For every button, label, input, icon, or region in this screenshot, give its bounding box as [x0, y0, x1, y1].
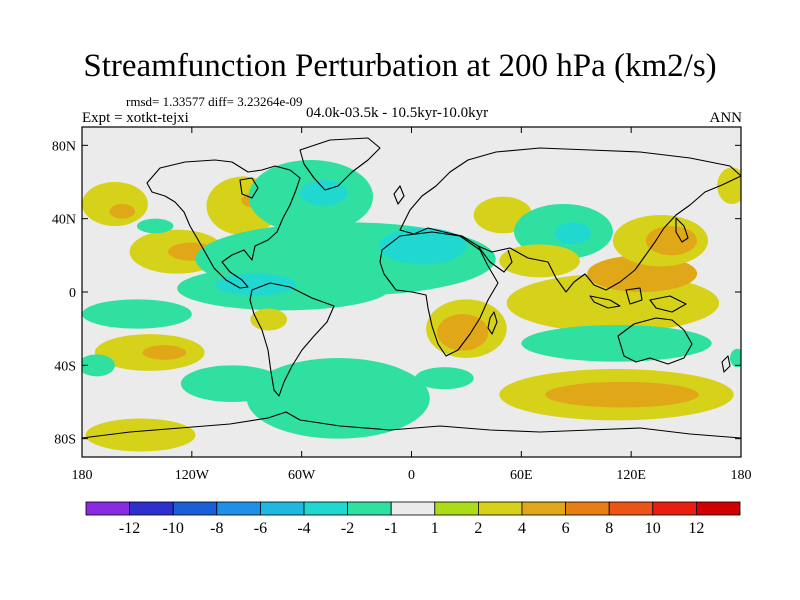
- colorbar-label: -12: [119, 520, 140, 537]
- coastline-madagascar: [487, 311, 498, 335]
- colorbar-label: -1: [385, 520, 398, 537]
- colorbar-swatch-1: [129, 501, 174, 516]
- colorbar-label: 6: [562, 520, 570, 537]
- anomaly-region-35: [717, 167, 741, 204]
- period-label: 04.0k-03.5k - 10.5kyr-10.0kyr: [306, 105, 489, 121]
- anomaly-region-16: [142, 345, 187, 360]
- anomaly-region-1: [109, 204, 136, 219]
- colorbar-label: -2: [341, 520, 354, 537]
- anomaly-region-0: [82, 182, 148, 226]
- coastline-arabia: [477, 245, 513, 273]
- colorbar-swatch-5: [303, 501, 348, 516]
- season-label: ANN: [709, 110, 743, 126]
- anomaly-region-14: [250, 308, 288, 331]
- x-tick-label: 60W: [288, 468, 316, 483]
- y-tick-label: 80S: [54, 433, 76, 448]
- x-tick-label: 120W: [175, 468, 210, 483]
- coastline-new-zealand: [721, 355, 731, 373]
- colorbar-label: 8: [605, 520, 613, 537]
- coastline-antarctica: [82, 411, 741, 439]
- colorbar-label: -6: [254, 520, 267, 537]
- colorbar-swatch-9: [477, 501, 523, 516]
- x-tick-label: 180: [72, 468, 93, 483]
- y-tick-label: 40N: [52, 213, 76, 228]
- colorbar-label: 12: [688, 520, 704, 537]
- colorbar-label: -8: [210, 520, 223, 537]
- colorbar-label: 10: [645, 520, 661, 537]
- anomaly-region-22: [437, 314, 489, 351]
- anomaly-contour-fill: [82, 160, 741, 452]
- colorbar-swatch-6: [347, 501, 392, 516]
- y-tick-label: 80N: [52, 139, 76, 154]
- anomaly-region-13: [82, 299, 192, 329]
- colorbar-swatch-11: [565, 501, 610, 516]
- colorbar-swatch-8: [434, 501, 479, 516]
- colorbar-swatch-10: [521, 501, 566, 516]
- experiment-label: Expt = xotkt-tejxi: [82, 110, 189, 126]
- colorbar-swatch-12: [608, 501, 654, 516]
- colorbar-swatch-3: [216, 501, 261, 516]
- anomaly-region-36: [730, 348, 741, 368]
- colorbar-label: 2: [474, 520, 482, 537]
- x-tick-label: 60E: [510, 468, 533, 483]
- anomaly-region-34: [545, 381, 699, 408]
- anomaly-region-26: [554, 222, 591, 245]
- colorbar-label: 4: [518, 520, 526, 537]
- colorbar-swatch-0: [85, 501, 130, 516]
- rmsd-diff-stats: rmsd= 1.33577 diff= 3.23264e-09: [126, 94, 303, 109]
- coastline-eurasia: [399, 147, 741, 293]
- x-tick-label: 180: [731, 468, 752, 483]
- coastline-hudson-bay: [239, 177, 259, 199]
- coastline-indonesia: [589, 287, 687, 313]
- anomaly-region-11: [215, 273, 297, 296]
- anomaly-region-8: [136, 218, 174, 234]
- y-tick-label: 0: [69, 286, 76, 301]
- anomaly-region-23: [415, 367, 474, 390]
- colorbar-label: 1: [431, 520, 439, 537]
- y-tick-label: 40S: [54, 359, 76, 374]
- x-tick-label: 120E: [616, 468, 646, 483]
- colorbar: -12 -10 -8 -6 -4 -2 -1 1 2 4 6 8 10 12: [85, 501, 741, 537]
- chart-title: Streamfunction Perturbation at 200 hPa (…: [83, 48, 717, 84]
- coastline-australia: [617, 317, 693, 365]
- x-tick-label: 0: [408, 468, 415, 483]
- anomaly-region-31: [645, 226, 698, 256]
- coastline-greenland: [299, 137, 381, 191]
- anomaly-region-19: [246, 358, 430, 439]
- anomaly-region-20: [85, 418, 196, 452]
- coastline-japan: [675, 217, 689, 243]
- anomaly-region-32: [521, 325, 712, 362]
- coastline-africa: [379, 231, 499, 357]
- colorbar-swatch-2: [172, 501, 218, 516]
- colorbar-label: -4: [297, 520, 310, 537]
- continent-outlines: [82, 137, 741, 439]
- anomaly-region-12: [378, 227, 467, 265]
- map-axes: 180 120W 60W 0 60E 120E 180 80N 40N 0 40S 80S: [52, 127, 752, 483]
- coastline-north-america: [146, 159, 301, 289]
- colorbar-swatch-14: [696, 501, 741, 516]
- colorbar-label: -10: [163, 520, 184, 537]
- colorbar-swatch-13: [652, 501, 697, 516]
- coastline-british-isles: [393, 185, 405, 205]
- colorbar-swatch-7: [390, 501, 436, 516]
- colorbar-swatch-4: [259, 501, 305, 516]
- anomaly-region-17: [82, 354, 115, 377]
- coastline-south-america: [249, 282, 335, 397]
